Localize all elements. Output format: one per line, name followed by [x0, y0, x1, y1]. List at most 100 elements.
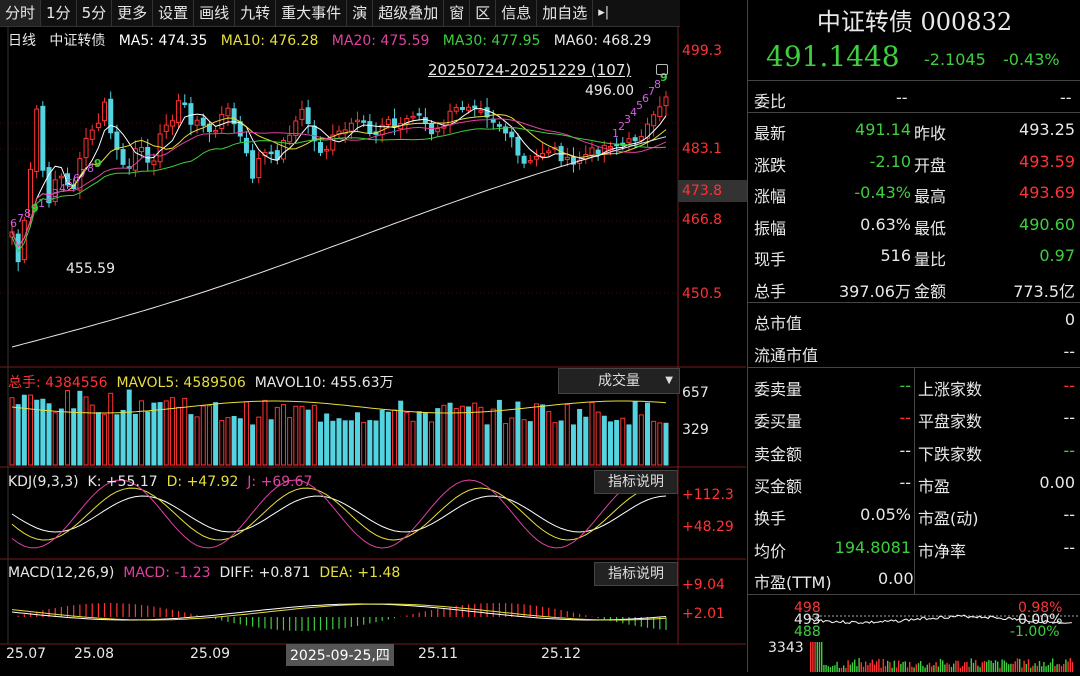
toolbar-item-5[interactable]: 画线	[194, 0, 236, 26]
nine-turn-digit: 7	[17, 212, 24, 225]
stats-value: 194.8081	[834, 537, 911, 557]
candle-body	[540, 153, 546, 158]
macd-diff: DIFF: +0.871	[219, 565, 311, 581]
quote-panel: 中证转债 000832 491.1448 -2.1045 -0.43% 委比 -…	[747, 0, 1080, 672]
toolbar-item-4[interactable]: 设置	[153, 0, 195, 26]
volume-bar	[256, 416, 262, 466]
volume-indicator-dropdown[interactable]: 成交量 ▼	[558, 368, 680, 394]
volume-bar	[570, 424, 576, 466]
toolbar-item-11[interactable]: 区	[470, 0, 497, 26]
toolbar-item-10[interactable]: 窗	[444, 0, 471, 26]
mini-volume-bar	[862, 666, 865, 672]
mini-volume-bar	[860, 662, 862, 672]
candle-body	[638, 136, 644, 141]
mini-volume-bar	[878, 658, 880, 672]
toolbar-item-0[interactable]: 分时	[0, 0, 42, 26]
candle-body	[422, 117, 428, 124]
mini-volume-bar	[981, 662, 983, 672]
candle-body	[466, 106, 472, 111]
mini-volume-bar	[838, 667, 840, 672]
nine-turn-digit: 6	[73, 172, 80, 185]
mini-volume-bar	[1032, 665, 1034, 672]
stats-label: 买金额	[754, 476, 803, 496]
candle-body	[459, 107, 465, 110]
volume-bar	[496, 399, 502, 466]
collapse-arrow-icon[interactable]: ▸|	[598, 5, 610, 20]
mini-volume-bar	[937, 666, 939, 672]
mini-volume-bar	[891, 667, 893, 672]
volume-bar	[367, 420, 373, 466]
nine-turn-digit: 5	[636, 99, 643, 112]
mini-volume-bar	[964, 662, 966, 672]
pe-ttm-label: 市盈(TTM)	[754, 573, 832, 592]
candle-body	[280, 139, 286, 160]
mini-volume-bar	[944, 664, 946, 672]
nine-turn-digit: 4	[59, 182, 66, 195]
quote-label: 现手	[754, 250, 787, 269]
candle-body	[324, 149, 330, 152]
volume-bar	[336, 418, 342, 466]
quote-row: 涨幅 -0.43% 最高 493.69	[748, 176, 1080, 208]
mini-volume-bar	[882, 658, 884, 672]
toolbar-item-8[interactable]: 演	[347, 0, 374, 26]
toolbar-item-1[interactable]: 1分	[41, 0, 77, 26]
date-label: 25.12	[541, 646, 582, 662]
volume-bar	[40, 398, 46, 466]
quote-value: 0.97	[1039, 246, 1075, 265]
macd-title: MACD(12,26,9)	[8, 565, 115, 581]
toolbar-item-9[interactable]: 超级叠加	[373, 0, 445, 26]
toolbar-item-3[interactable]: 更多	[112, 0, 154, 26]
quote-value: 0.63%	[860, 214, 911, 234]
toolbar-item-7[interactable]: 重大事件	[276, 0, 348, 26]
toolbar-item-6[interactable]: 九转	[235, 0, 277, 26]
quote-value: 493.69	[1019, 183, 1075, 202]
volume-bar	[330, 420, 336, 466]
mini-pct-tick: 0.98%	[1018, 600, 1063, 616]
volume-bar	[34, 399, 40, 466]
mini-volume-bar	[902, 661, 904, 672]
candle-body	[108, 98, 114, 134]
candle-body	[484, 107, 490, 118]
mini-volume-bar	[946, 662, 948, 672]
candle-body	[355, 119, 361, 123]
quote-value: 773.5亿	[1013, 281, 1075, 301]
mini-volume-bar	[1047, 664, 1049, 672]
quote-value: 491.14	[855, 120, 911, 139]
candle-body	[194, 119, 200, 126]
mini-volume-bar	[961, 665, 964, 672]
mini-volume-bar	[1069, 658, 1071, 672]
pe-ttm-value: 0.00	[878, 569, 914, 588]
range-label[interactable]: 20250724-20251229 (107)	[428, 61, 632, 79]
kdj-tick: +112.3	[682, 487, 734, 503]
kdj-legend: KDJ(9,3,3) K: +55.17 D: +47.92 J: +69.67	[8, 474, 312, 490]
high-price-label: 496.00	[585, 83, 634, 99]
candle-body	[268, 151, 274, 155]
lock-icon[interactable]	[656, 64, 668, 75]
mini-volume-bar	[911, 666, 913, 672]
quote-row: 总手 397.06万 金额 773.5亿	[748, 271, 1080, 303]
candle-body	[453, 107, 459, 112]
volume-bar	[145, 411, 151, 466]
mini-volume-bar	[1045, 666, 1047, 672]
candle-body	[410, 115, 416, 119]
candle-body	[348, 122, 354, 132]
quote-label: 昨收	[914, 124, 947, 143]
mini-intraday-chart[interactable]	[748, 596, 1080, 672]
volume-bar	[385, 411, 391, 466]
nine-turn-digit: 6	[10, 217, 17, 230]
toolbar-item-2[interactable]: 5分	[77, 0, 113, 26]
mini-volume-bar	[999, 667, 1001, 672]
macd-help-button[interactable]: 指标说明	[594, 562, 678, 586]
stats-value: --	[899, 408, 911, 428]
mini-volume-bar	[867, 665, 869, 672]
mini-volume-bar	[900, 663, 902, 672]
mini-volume-bar	[854, 659, 856, 672]
toolbar-item-13[interactable]: 加自选	[537, 0, 594, 26]
toolbar-item-12[interactable]: 信息	[496, 0, 538, 26]
mini-volume-bar	[1036, 665, 1038, 672]
mini-pct-tick: 0.00%	[1018, 612, 1063, 628]
kdj-help-button[interactable]: 指标说明	[594, 470, 678, 494]
mini-volume-bar	[880, 667, 882, 672]
